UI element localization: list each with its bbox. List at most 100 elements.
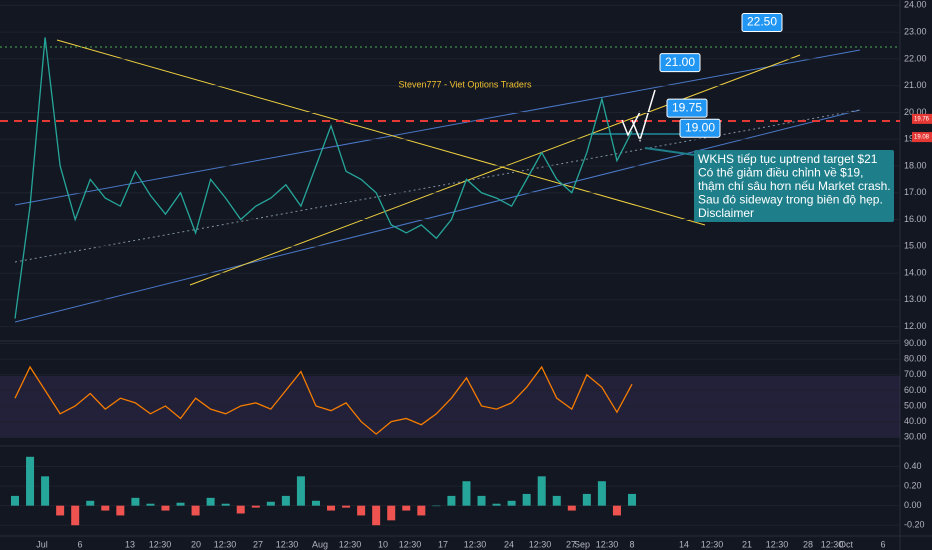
histogram-bar <box>101 505 110 511</box>
histogram-bar <box>41 476 50 506</box>
callout-line: Có thể giảm điều chỉnh về $19, <box>698 166 863 180</box>
histogram-bar <box>552 495 561 506</box>
histogram-bar <box>266 501 275 506</box>
y-tick-label: 0.40 <box>904 461 922 471</box>
y-tick-label: 30.00 <box>904 432 927 442</box>
callout-box <box>694 150 894 222</box>
x-tick-label: 21 <box>742 539 752 549</box>
y-tick-label: 15.00 <box>904 241 927 251</box>
y-tick-label: 90.00 <box>904 338 927 348</box>
y-tick-label: 60.00 <box>904 385 927 395</box>
rsi-band <box>0 376 900 438</box>
target-box <box>659 53 701 73</box>
histogram-bar <box>582 493 591 506</box>
histogram-bar <box>206 497 215 506</box>
y-tick-label: 80.00 <box>904 354 927 364</box>
histogram-bar <box>236 505 245 514</box>
histogram-bar <box>251 505 260 508</box>
callout-line: thậm chí sâu hơn nếu Market crash. <box>698 179 891 193</box>
x-tick-label: 27 <box>566 539 576 549</box>
channel-line <box>14 49 861 206</box>
series-line <box>14 365 633 435</box>
price-tag-label: 19.08 <box>914 135 930 141</box>
y-tick-label: 18.00 <box>904 160 927 170</box>
histogram-bar <box>131 497 140 506</box>
x-tick-label: 20 <box>191 539 201 549</box>
callout-line: Sau đó sideway trong biên độ hẹp. <box>698 193 883 207</box>
trend-line <box>56 39 706 226</box>
series-line <box>14 37 633 319</box>
y-tick-label: 16.00 <box>904 214 927 224</box>
y-tick-label: 24.00 <box>904 0 927 10</box>
histogram-bar <box>327 505 336 511</box>
x-tick-label: 12:30 <box>276 539 299 549</box>
x-tick-label: 12:30 <box>701 539 724 549</box>
x-tick-label: 24 <box>504 539 514 549</box>
x-tick-label: 12:30 <box>339 539 362 549</box>
x-tick-label: 12:30 <box>149 539 172 549</box>
y-tick-label: 21.00 <box>904 80 927 90</box>
y-tick-label: 14.00 <box>904 267 927 277</box>
x-tick-label: 6 <box>880 539 885 549</box>
histogram-bar <box>417 505 426 516</box>
y-tick-label: 0.00 <box>904 500 922 510</box>
x-tick-label: 13 <box>125 539 135 549</box>
price-tag <box>912 113 932 124</box>
histogram-bar <box>387 505 396 521</box>
histogram-bar <box>191 505 200 516</box>
histogram-bar <box>71 505 80 526</box>
x-tick-label: Jul <box>36 539 48 549</box>
x-tick-label: 27 <box>253 539 263 549</box>
callout-pointer <box>644 147 696 156</box>
target-box <box>666 98 708 118</box>
y-tick-label: 13.00 <box>904 294 927 304</box>
x-tick-label: 17 <box>438 539 448 549</box>
forecast-arrow <box>621 111 641 137</box>
x-tick-label: 10 <box>378 539 388 549</box>
histogram-bar <box>492 503 501 506</box>
x-tick-label: Aug <box>312 539 328 549</box>
histogram-bar <box>537 476 546 506</box>
histogram-bar <box>281 495 290 506</box>
histogram-bar <box>116 505 125 516</box>
histogram-bar <box>86 500 95 506</box>
y-tick-label: 70.00 <box>904 369 927 379</box>
callout-line: WKHS tiếp tục uptrend target $21 <box>698 152 878 166</box>
chart-title: Steven777 - Viet Options Traders <box>399 79 532 89</box>
histogram-bar <box>372 505 381 526</box>
y-tick-label: 17.00 <box>904 187 927 197</box>
histogram-bar <box>402 505 411 511</box>
x-tick-label: Sep <box>574 539 590 549</box>
x-tick-label: 12:30 <box>821 539 844 549</box>
histogram-bar <box>176 502 185 506</box>
histogram-bar <box>357 505 366 516</box>
histogram-bar <box>462 481 471 506</box>
histogram-bar <box>146 503 155 506</box>
y-tick-label: 23.00 <box>904 27 927 37</box>
y-tick-label: 40.00 <box>904 416 927 426</box>
histogram-bar <box>477 495 486 506</box>
drawings <box>0 39 900 438</box>
y-tick-label: 0.20 <box>904 480 922 490</box>
target-box <box>741 13 783 33</box>
histogram-bar <box>26 456 35 506</box>
histogram-bar <box>597 481 606 506</box>
histogram-bar <box>56 505 65 516</box>
callout-line: Disclaimer <box>698 206 754 220</box>
target-label: 19.00 <box>685 120 715 134</box>
x-tick-label: 12:30 <box>464 539 487 549</box>
histogram-bar <box>522 493 531 506</box>
x-tick-label: 12:30 <box>214 539 237 549</box>
x-tick-label: 28 <box>803 539 813 549</box>
x-tick-label: Oct <box>839 539 854 549</box>
target-label: 21.00 <box>665 55 695 69</box>
target-label: 22.50 <box>747 15 777 29</box>
histogram-bar <box>507 500 516 506</box>
price-tag-label: 19.76 <box>914 116 930 122</box>
x-tick-label: 12:30 <box>399 539 422 549</box>
histogram-bar <box>447 495 456 506</box>
histogram-bar <box>11 495 19 506</box>
y-tick-label: 22.00 <box>904 53 927 63</box>
